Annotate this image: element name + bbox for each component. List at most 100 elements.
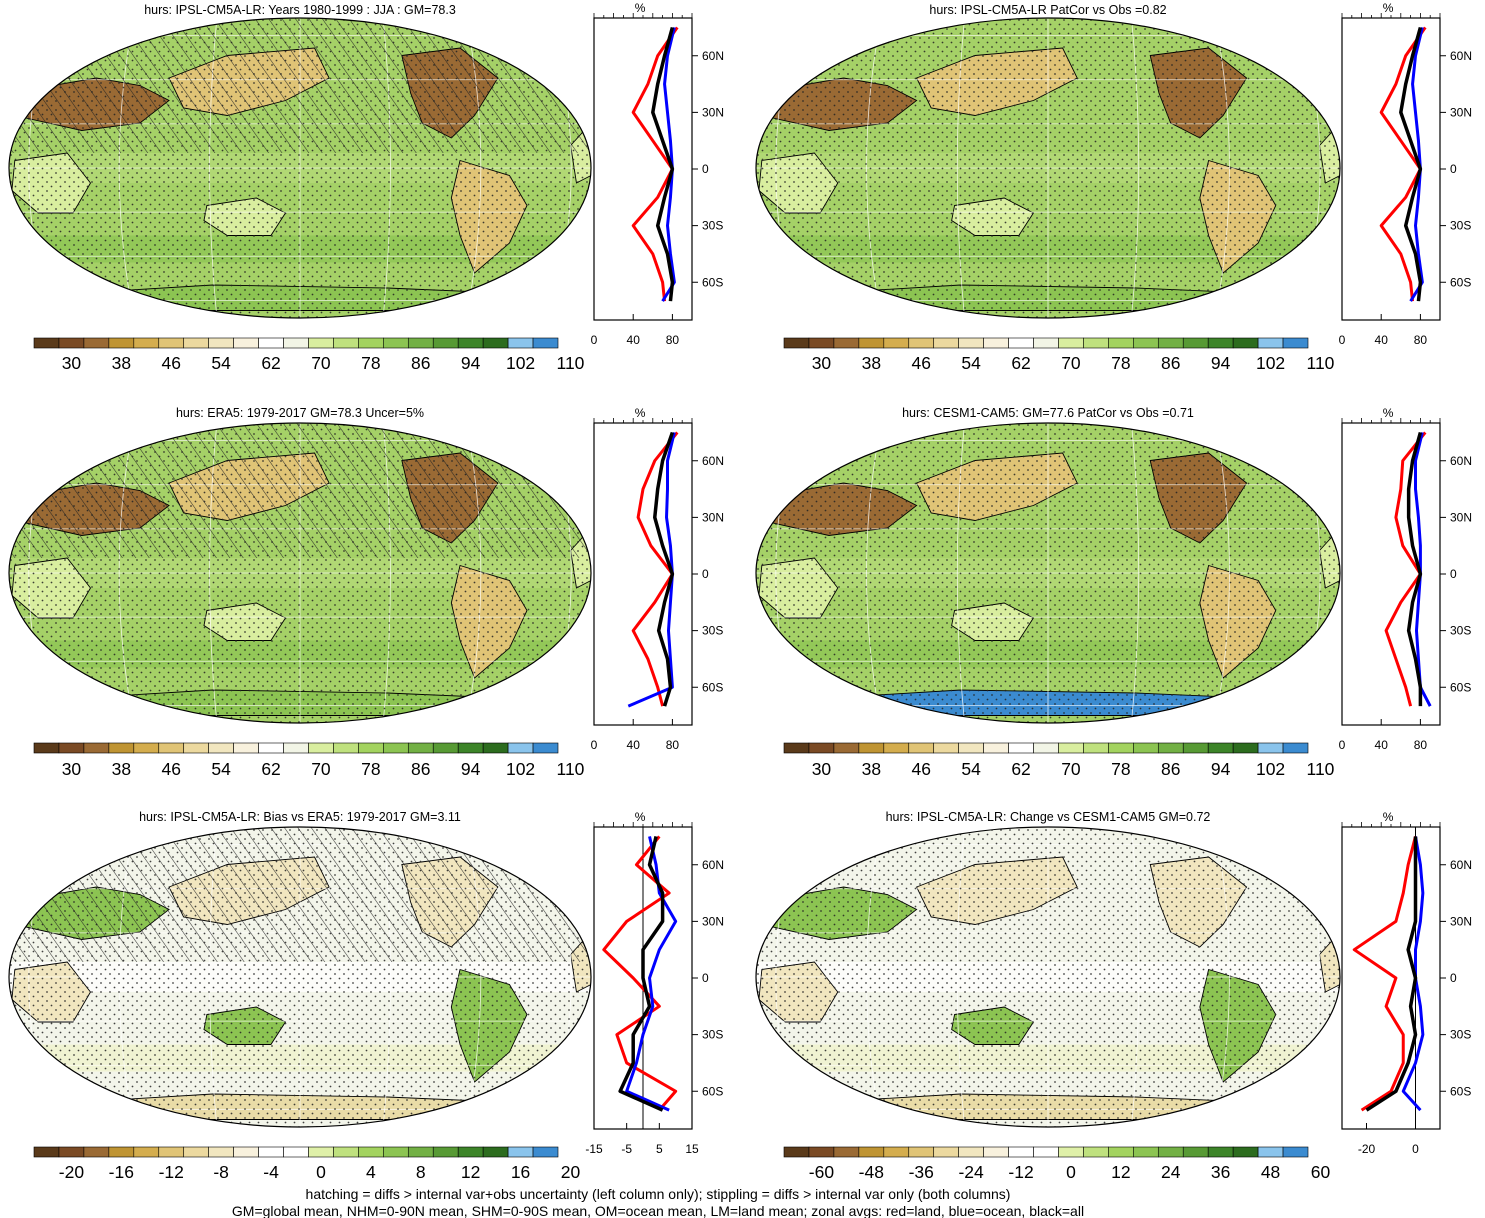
colorbar-label: 94 — [461, 353, 481, 373]
colorbar-label: 16 — [511, 1162, 530, 1182]
colorbar-label: -8 — [213, 1162, 229, 1182]
colorbar-label: 0 — [316, 1162, 326, 1182]
colorbar-label: 38 — [112, 759, 131, 779]
lat-tick-label: 60S — [1450, 680, 1471, 694]
colorbar-label: 48 — [1261, 1162, 1280, 1182]
colorbar-swatch — [1232, 742, 1259, 754]
colorbar-swatch — [33, 1146, 60, 1158]
zonal-units-label: % — [1383, 406, 1394, 420]
colorbar-label: 86 — [1161, 353, 1180, 373]
colorbar-swatch — [858, 1146, 885, 1158]
colorbar-label: 0 — [1066, 1162, 1076, 1182]
colorbar-swatch — [1008, 337, 1034, 349]
map-panel-1 — [8, 17, 592, 319]
stippling — [756, 423, 1340, 723]
colorbar-swatch — [383, 742, 409, 754]
colorbar-swatch — [983, 1146, 1009, 1158]
colorbar-swatch — [183, 1146, 209, 1158]
x-tick-label: 0 — [591, 333, 598, 347]
colorbar-swatch — [158, 1146, 185, 1158]
lat-tick-label: 0 — [1450, 971, 1457, 985]
colorbar-swatch — [1083, 1146, 1109, 1158]
colorbar-3 — [33, 742, 559, 754]
colorbar-swatch — [1083, 337, 1109, 349]
colorbar-swatch — [783, 337, 810, 349]
zonal-plot-frame — [1341, 422, 1441, 726]
colorbar-swatch — [833, 337, 860, 349]
colorbar-swatch — [308, 337, 334, 349]
zonal-units-label: % — [635, 406, 646, 420]
colorbar-swatch — [308, 1146, 334, 1158]
hatching — [9, 827, 591, 962]
colorbar-swatch — [1207, 1146, 1234, 1158]
colorbar-swatch — [258, 1146, 284, 1158]
colorbar-swatch — [1008, 742, 1034, 754]
map-border — [755, 17, 1341, 319]
panel-title-6: hurs: IPSL-CM5A-LR: Change vs CESM1-CAM5… — [886, 810, 1211, 824]
colorbar-swatch — [1207, 742, 1234, 754]
stippling — [756, 18, 1340, 318]
colorbar-labels-4: 30 38 46 54 62 70 78 86 94 102 110 — [812, 759, 1335, 779]
lat-tick-label: 60N — [1450, 49, 1472, 63]
colorbar-2 — [783, 337, 1309, 349]
colorbar-label: 70 — [311, 759, 331, 779]
colorbar-swatch — [258, 337, 284, 349]
colorbar-swatch — [507, 742, 534, 754]
lat-tick-label: 60N — [1450, 858, 1472, 872]
map-panel-6 — [755, 826, 1341, 1128]
colorbar-swatch — [808, 1146, 835, 1158]
lat-tick-label: 0 — [702, 971, 709, 985]
x-tick-label: -15 — [585, 1142, 603, 1156]
zonal-plot-5: % 60N 30N 0 30S 60S -15 -5 5 15 — [585, 810, 724, 1156]
colorbar-swatch — [1257, 742, 1284, 754]
colorbar-swatch — [58, 742, 85, 754]
lat-tick-label: 30S — [702, 1028, 723, 1042]
zonal-plot-4: % 60N 30N 0 30S 60S 0 40 80 — [1339, 406, 1472, 752]
x-tick-label: 15 — [685, 1142, 699, 1156]
colorbar-swatch — [407, 1146, 434, 1158]
colorbar-swatch — [358, 1146, 384, 1158]
colorbar-label: 30 — [812, 353, 832, 373]
lat-tick-label: 30S — [702, 219, 723, 233]
colorbar-label: 20 — [561, 1162, 581, 1182]
colorbar-swatch — [808, 742, 835, 754]
colorbar-label: -24 — [958, 1162, 984, 1182]
lat-tick-label: 30N — [1450, 914, 1472, 928]
zonal-series-all — [653, 431, 675, 707]
colorbar-label: 70 — [1061, 353, 1081, 373]
colorbar-6 — [783, 1146, 1309, 1158]
colorbar-swatch — [133, 742, 160, 754]
zonal-units-label: % — [635, 810, 646, 824]
colorbar-label: 12 — [461, 1162, 480, 1182]
colorbar-labels-5: -20 -16 -12 -8 -4 0 4 8 12 16 20 — [59, 1162, 581, 1182]
colorbar-swatch — [1033, 742, 1059, 754]
colorbar-label: 46 — [912, 353, 931, 373]
x-tick-label: -5 — [621, 1142, 632, 1156]
lat-tick-label: 30S — [702, 624, 723, 638]
stippling — [756, 827, 1340, 1127]
footer-line-1: hatching = diffs > internal var+obs unce… — [306, 1186, 1011, 1202]
colorbar-swatch — [457, 337, 484, 349]
colorbar-label: 94 — [1211, 759, 1231, 779]
map-border — [8, 17, 592, 319]
colorbar-swatch — [883, 1146, 910, 1158]
panel-title-3: hurs: ERA5: 1979-2017 GM=78.3 Uncer=5% — [176, 406, 424, 420]
colorbar-swatch — [1182, 742, 1209, 754]
zonal-plot-6: % 60N 30N 0 30S 60S -20 0 — [1341, 810, 1472, 1156]
colorbar-swatch — [958, 337, 984, 349]
colorbar-swatch — [208, 742, 234, 754]
colorbar-label: 30 — [62, 353, 82, 373]
zonal-plot-1: % 60N 30N 0 30S 60S 0 40 80 — [591, 1, 724, 347]
colorbar-swatch — [1157, 337, 1184, 349]
colorbar-swatch — [432, 742, 459, 754]
colorbar-label: 54 — [211, 759, 231, 779]
x-tick-label: 80 — [1414, 738, 1428, 752]
colorbar-swatch — [158, 337, 185, 349]
colorbar-swatch — [108, 337, 135, 349]
colorbar-label: 110 — [557, 759, 585, 779]
colorbar-swatch — [1108, 337, 1134, 349]
colorbar-label: 38 — [862, 353, 881, 373]
map-border — [755, 422, 1341, 724]
colorbar-label: -20 — [59, 1162, 85, 1182]
